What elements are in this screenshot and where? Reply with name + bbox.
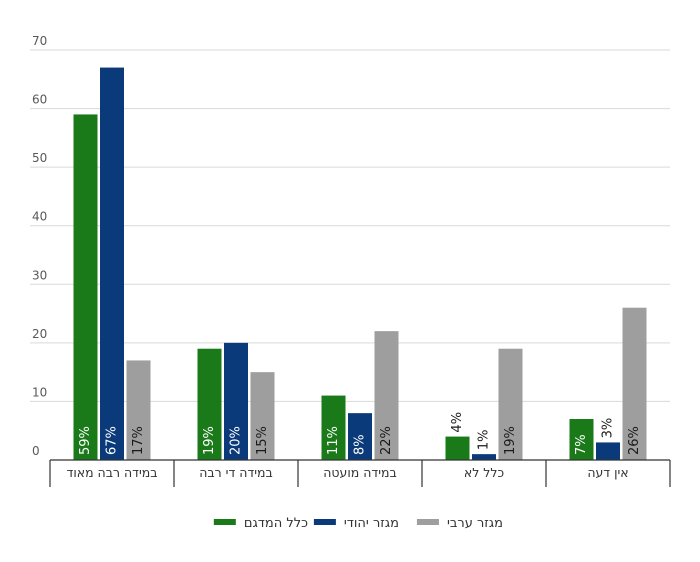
x-tick-label: אין דעה (587, 465, 628, 480)
y-tick-label: 0 (32, 444, 40, 458)
data-label: 19% (202, 426, 217, 455)
x-tick-label: כלל לא (464, 465, 504, 480)
bar (374, 331, 399, 460)
bar (348, 413, 372, 460)
x-axis (49, 459, 671, 487)
y-tick-label: 40 (32, 210, 47, 224)
gridlines (30, 49, 670, 402)
bars (73, 67, 647, 461)
data-label: 59% (78, 426, 93, 455)
bar (596, 442, 620, 460)
legend-swatch (213, 519, 236, 525)
bar (321, 395, 346, 460)
bar (498, 348, 523, 460)
data-label: 22% (379, 426, 394, 455)
bar (224, 342, 248, 460)
data-label: 3% (601, 418, 616, 439)
x-axis-category-labels: במידה רבה מאוד במידה די רבה במידה מועטה כלל… (67, 465, 629, 480)
y-tick-label: 60 (32, 93, 47, 107)
data-label: 15% (255, 426, 270, 455)
bar (250, 372, 275, 460)
data-label: 11% (326, 426, 341, 455)
bar (472, 454, 496, 460)
bar (126, 360, 151, 460)
y-tick-label: 70 (32, 34, 47, 48)
x-tick-label: במידה מועטה (323, 465, 396, 480)
data-label: 7% (574, 434, 589, 455)
legend-swatch (416, 519, 439, 525)
bar (100, 67, 124, 461)
data-label: 20% (229, 426, 244, 455)
y-axis-tick-labels: 0 10 20 30 40 50 60 70 (32, 34, 47, 458)
data-label: 17% (131, 426, 146, 455)
y-tick-label: 30 (32, 268, 47, 282)
legend-swatch (313, 519, 336, 525)
bar (73, 114, 98, 460)
data-labels: 59% 19% 11% 4% 7% 67% 20% 8% 1% 3% 17% 15% 22% 19% 26% (78, 412, 642, 455)
bar (622, 307, 647, 460)
y-tick-label: 50 (32, 151, 47, 165)
bar (445, 436, 470, 460)
legend-label: מגזר יהודי (344, 516, 399, 531)
legend: כלל המדגם מגזר יהודי מגזר ערבי (213, 516, 503, 531)
y-tick-label: 10 (32, 385, 47, 399)
data-label: 8% (353, 434, 368, 455)
bar (197, 348, 222, 460)
bar (569, 419, 594, 460)
data-label: 1% (477, 430, 492, 451)
y-tick-label: 20 (32, 327, 47, 341)
data-label: 4% (450, 412, 465, 433)
legend-label: כלל המדגם (244, 516, 308, 531)
data-label: 67% (105, 426, 120, 455)
legend-label: מגזר ערבי (447, 516, 503, 531)
data-label: 26% (627, 426, 642, 455)
x-tick-label: במידה רבה מאוד (67, 465, 158, 480)
data-label: 19% (503, 426, 518, 455)
x-tick-label: במידה די רבה (199, 465, 273, 480)
